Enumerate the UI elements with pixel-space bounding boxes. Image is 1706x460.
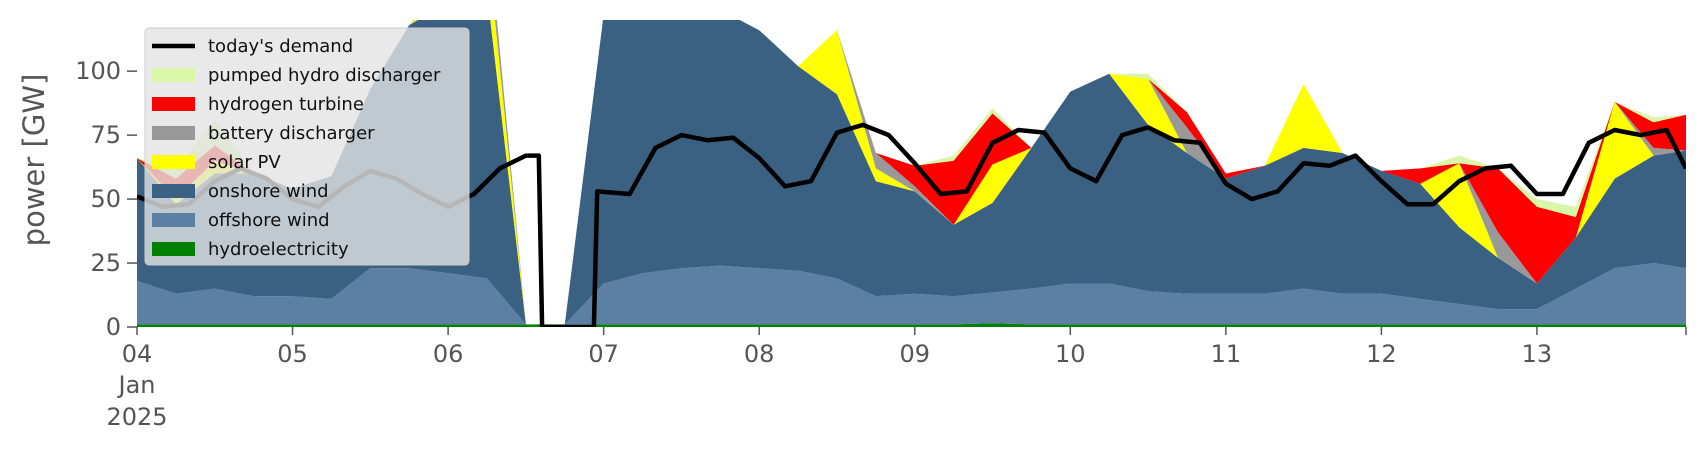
area-hydroelectricity (137, 323, 1686, 327)
y-tick-label: 0 (106, 313, 121, 341)
legend-swatch (152, 213, 195, 227)
legend: today's demand pumped hydro discharger hyd… (144, 27, 470, 266)
x-tick-label: 04 (122, 340, 153, 368)
x-tick-label: 12 (1366, 340, 1397, 368)
x-tick-label: 09 (899, 340, 930, 368)
legend-label: today's demand (208, 36, 353, 57)
legend-swatch (152, 242, 195, 256)
legend-label: offshore wind (208, 210, 330, 231)
legend-label: pumped hydro discharger (208, 65, 441, 86)
x-tick-sublabel: Jan (117, 371, 156, 399)
y-tick-label: 100 (75, 57, 121, 85)
x-axis: 04 Jan 2025 05 06 07 08 09 10 11 12 13 (106, 327, 1687, 431)
legend-swatch (152, 97, 195, 111)
legend-label: battery discharger (208, 123, 375, 144)
legend-swatch (152, 155, 195, 169)
legend-swatch (152, 126, 195, 140)
legend-label: hydroelectricity (208, 239, 349, 260)
y-axis-title: power [GW] (17, 74, 51, 247)
legend-label: hydrogen turbine (208, 94, 364, 115)
area-hydrogen-turbine (137, 20, 1686, 325)
legend-swatch (152, 184, 195, 198)
legend-swatch (152, 68, 195, 82)
y-tick-label: 25 (90, 249, 121, 277)
x-tick-label: 13 (1522, 340, 1553, 368)
y-axis: 0 25 50 75 100 (75, 57, 137, 341)
legend-label: onshore wind (208, 181, 329, 202)
legend-box (144, 27, 470, 266)
x-tick-label: 11 (1211, 340, 1242, 368)
legend-label: solar PV (208, 152, 281, 173)
x-tick-label: 05 (277, 340, 308, 368)
x-tick-sublabel: 2025 (106, 403, 167, 431)
x-tick-label: 07 (588, 340, 619, 368)
y-tick-label: 75 (90, 121, 121, 149)
x-tick-label: 08 (744, 340, 775, 368)
area-solar-pv (137, 20, 1686, 325)
area-offshore-wind (137, 263, 1686, 325)
legend-items: today's demand pumped hydro discharger hyd… (152, 36, 441, 260)
y-tick-label: 50 (90, 185, 121, 213)
stacked-area-layer (137, 20, 1686, 327)
x-tick-label: 06 (433, 340, 464, 368)
area-onshore-wind (137, 20, 1686, 325)
x-tick-label: 10 (1055, 340, 1086, 368)
